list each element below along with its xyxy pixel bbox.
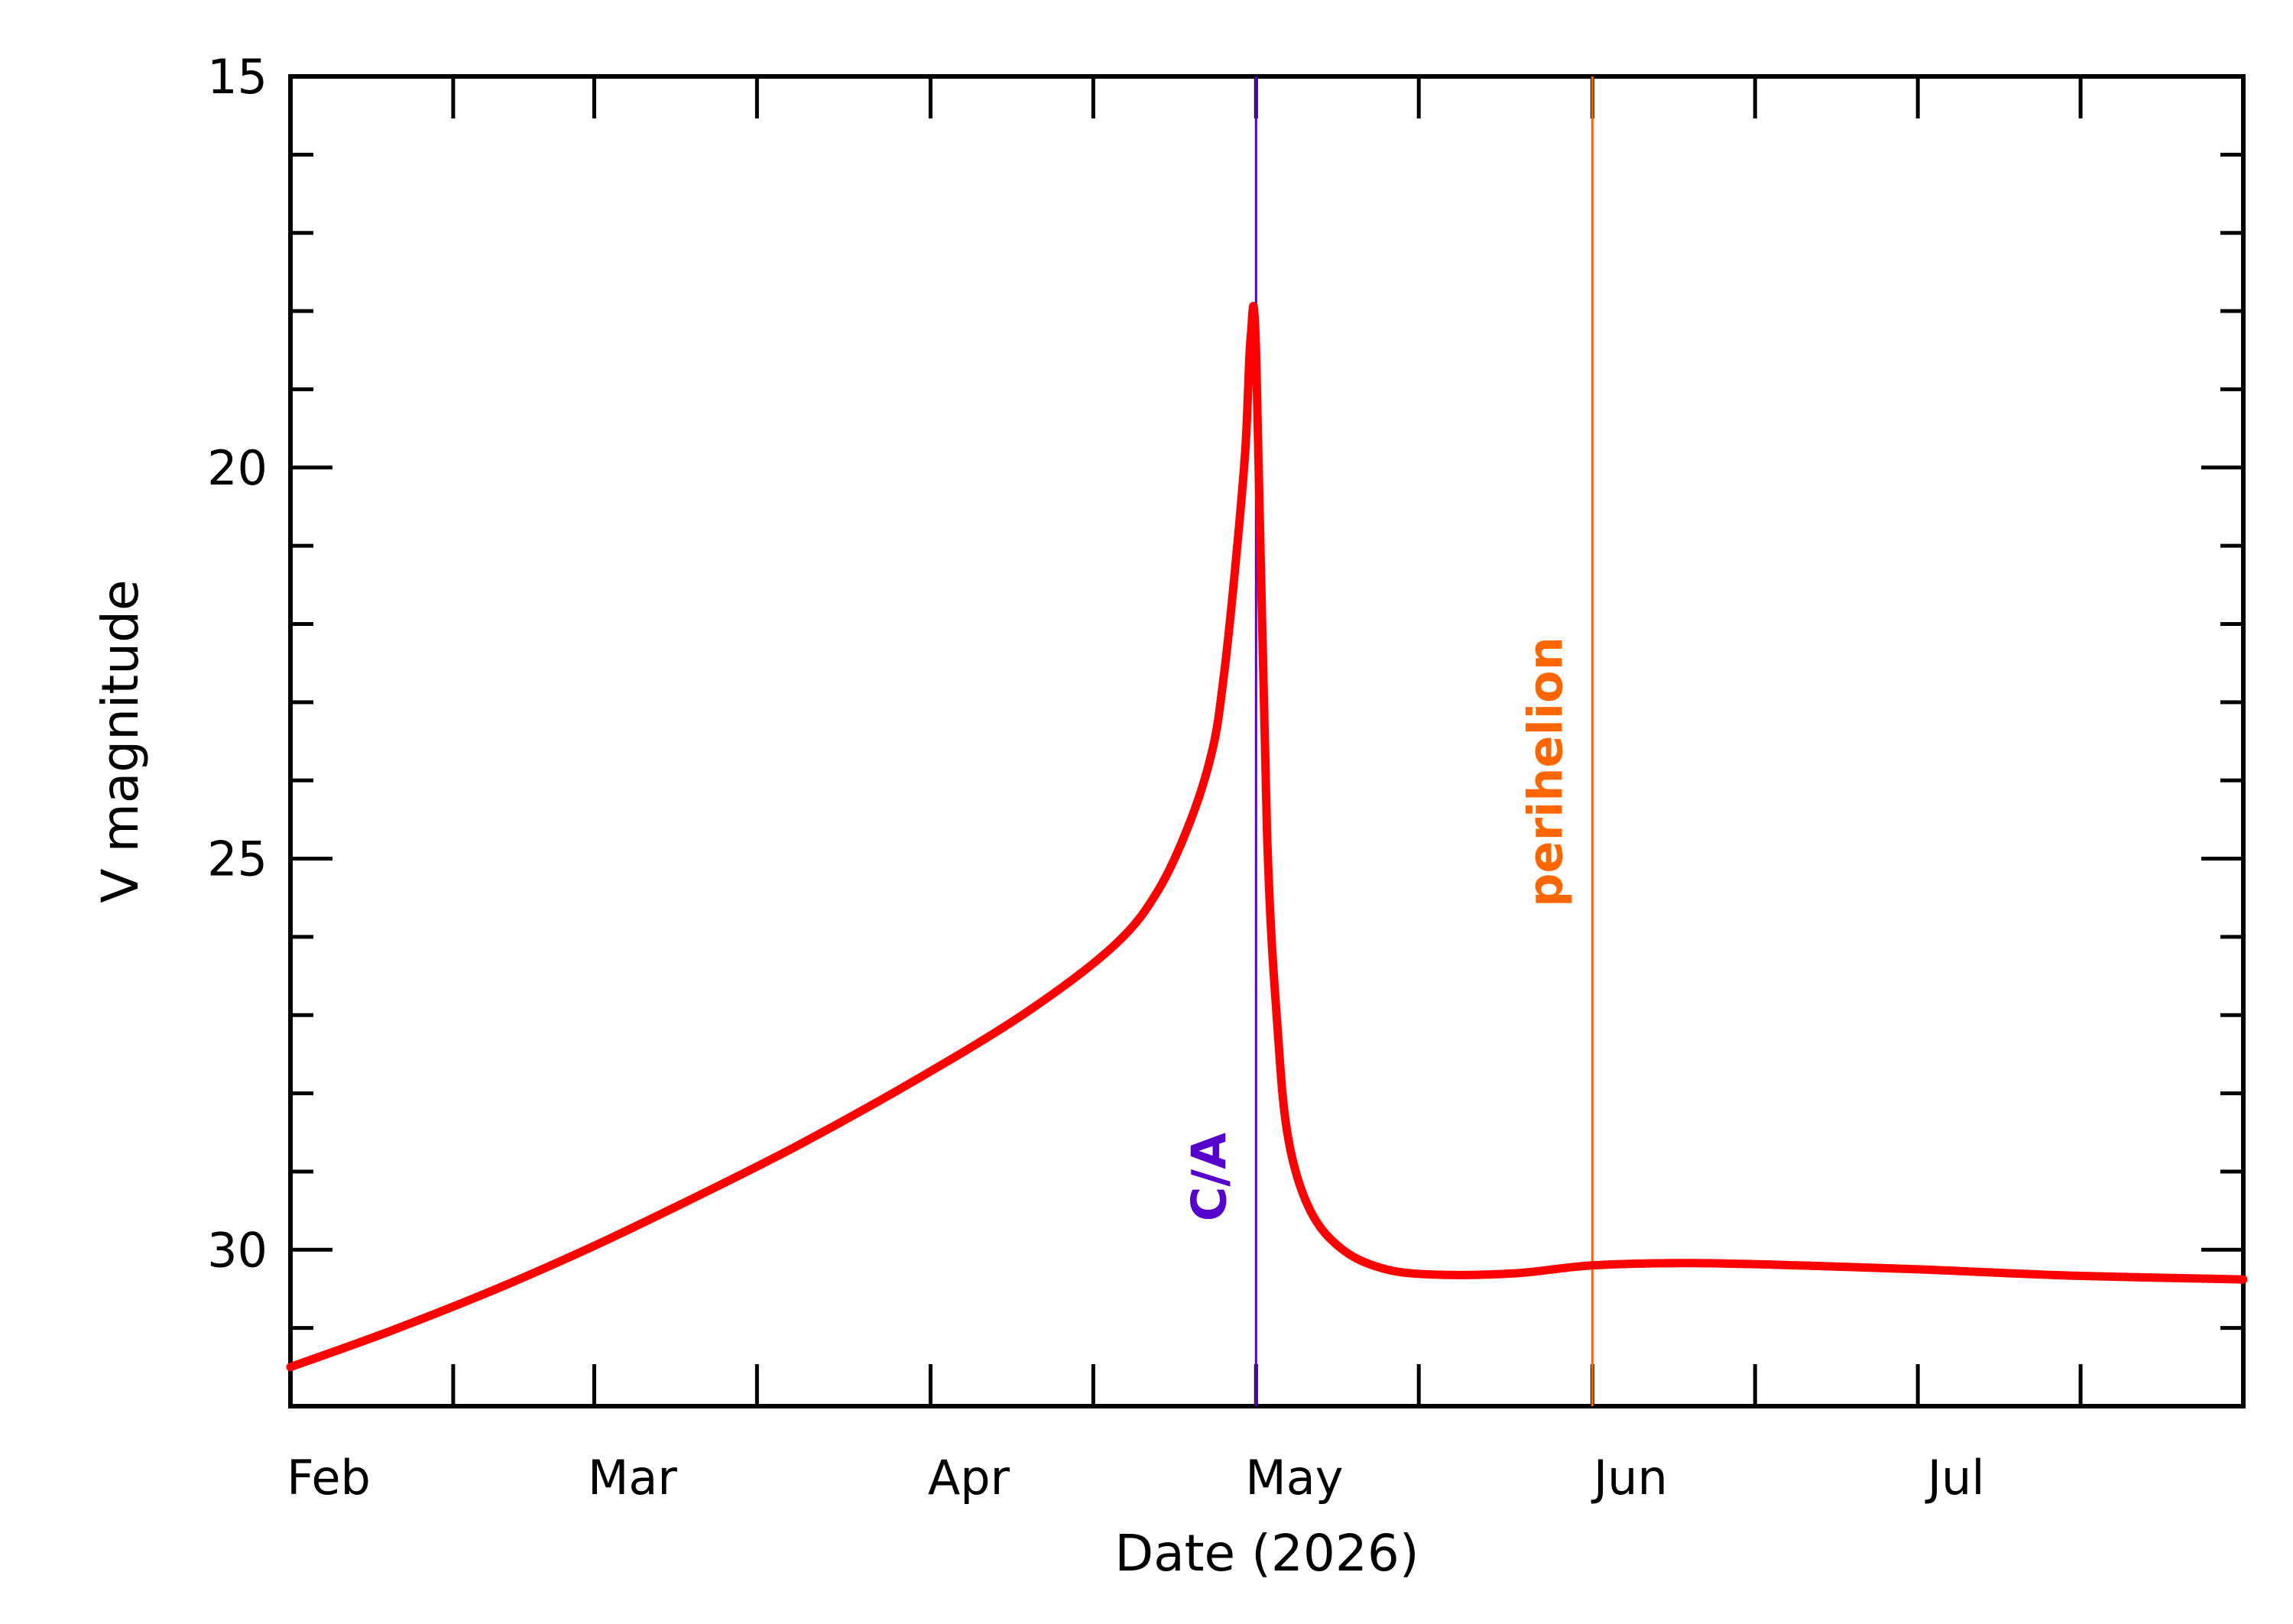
annotation-label: C/A — [1181, 1133, 1237, 1221]
plot-frame — [288, 74, 2246, 1408]
y-tick-label: 20 — [207, 440, 268, 496]
y-tick-label: 30 — [207, 1222, 268, 1278]
x-tick-label: May — [1245, 1450, 1343, 1506]
x-tick-label: Jun — [1591, 1450, 1668, 1506]
annotation-layer: C/A perihelion — [1181, 76, 1594, 1406]
series-line — [286, 301, 2248, 1372]
y-axis-label: V magnitude — [91, 579, 150, 903]
x-tick-label: Feb — [287, 1450, 371, 1506]
y-tick-label: 15 — [207, 49, 268, 105]
x-axis-label: Date (2026) — [1114, 1524, 1419, 1583]
axis-ticks: 15 20 25 30 Feb Mar Apr May Jun Jul — [207, 49, 2243, 1506]
x-tick-label: Jul — [1925, 1450, 1985, 1506]
annotation-label: perihelion — [1517, 637, 1573, 907]
y-tick-label: 25 — [207, 831, 268, 887]
x-tick-label: Mar — [588, 1450, 677, 1506]
x-tick-label: Apr — [928, 1450, 1010, 1506]
